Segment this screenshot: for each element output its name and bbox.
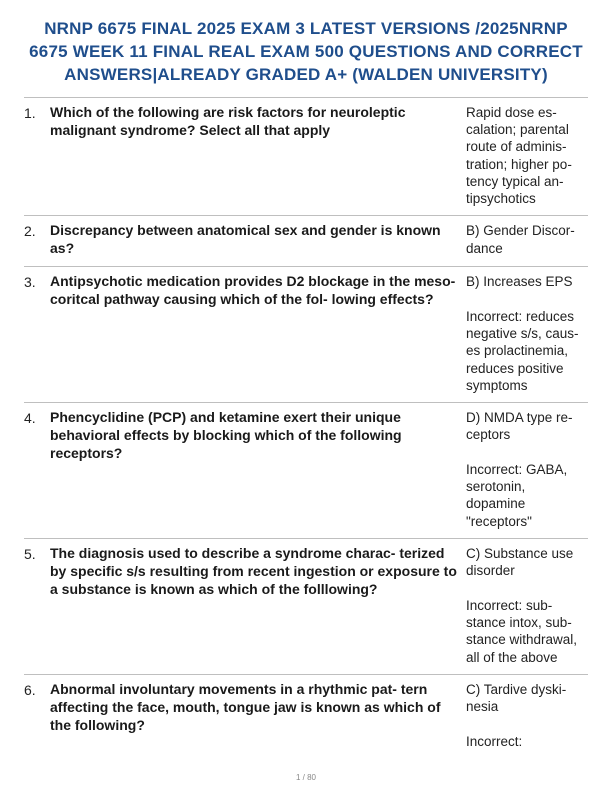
question-text: Discrepancy between anatomical sex and g… [50,222,466,258]
answer-text: C) Tardive dyski- nesia Incorrect: [466,681,588,750]
question-text: Phencyclidine (PCP) and ketamine exert t… [50,409,466,530]
answer-text: B) Gender Discor- dance [466,222,588,258]
answer-text: D) NMDA type re- ceptors Incorrect: GABA… [466,409,588,530]
qa-row: 2. Discrepancy between anatomical sex an… [24,215,588,266]
question-number: 3. [24,273,50,394]
qa-row: 1. Which of the following are risk facto… [24,97,588,216]
question-number: 1. [24,104,50,208]
page-container: NRNP 6675 FINAL 2025 EXAM 3 LATEST VERSI… [0,0,612,758]
qa-row: 6. Abnormal involuntary movements in a r… [24,674,588,758]
page-footer: 1 / 80 [0,773,612,782]
question-text: The diagnosis used to describe a syndrom… [50,545,466,666]
document-title: NRNP 6675 FINAL 2025 EXAM 3 LATEST VERSI… [24,18,588,87]
question-number: 6. [24,681,50,750]
question-text: Antipsychotic medication provides D2 blo… [50,273,466,394]
question-text: Abnormal involuntary movements in a rhyt… [50,681,466,750]
answer-text: C) Substance use disorder Incorrect: sub… [466,545,588,666]
qa-row: 3. Antipsychotic medication provides D2 … [24,266,588,402]
question-number: 4. [24,409,50,530]
question-number: 2. [24,222,50,258]
answer-text: Rapid dose es- calation; parental route … [466,104,588,208]
qa-row: 5. The diagnosis used to describe a synd… [24,538,588,674]
question-number: 5. [24,545,50,666]
question-text: Which of the following are risk factors … [50,104,466,208]
qa-row: 4. Phencyclidine (PCP) and ketamine exer… [24,402,588,538]
answer-text: B) Increases EPS Incorrect: reduces nega… [466,273,588,394]
